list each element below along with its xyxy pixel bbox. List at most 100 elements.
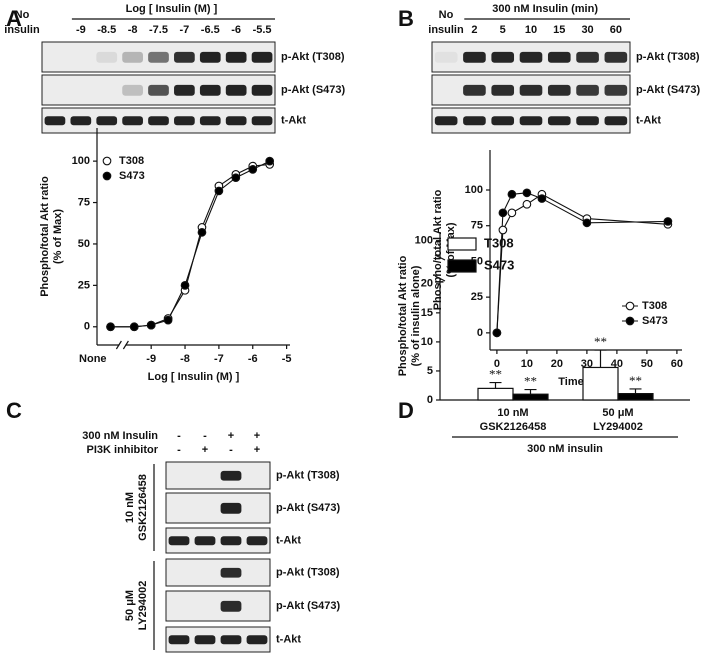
- x-tick-label: -8: [180, 353, 190, 365]
- blot-band: [463, 84, 486, 96]
- y-axis-label: Phospho/total Akt ratio: [39, 176, 51, 297]
- blot-strip: [165, 558, 271, 587]
- y-tick-label: 25: [78, 279, 90, 291]
- x-tick-label: 50 μM: [602, 407, 633, 419]
- blot-band: [225, 116, 247, 126]
- y-tick-label: 0: [84, 321, 90, 333]
- y-tick-label: 0: [427, 394, 433, 406]
- blot-band: [174, 51, 195, 63]
- data-point: [197, 228, 207, 237]
- blot-header: 300 nM Insulin (min): [492, 3, 598, 15]
- x-tick-label: 0: [494, 358, 500, 370]
- data-point: [214, 186, 224, 196]
- y-tick-label: 100: [465, 184, 483, 196]
- blot-band: [225, 84, 247, 96]
- blot-row-label: p-Akt (S473): [276, 600, 341, 612]
- blot-band: [576, 84, 599, 96]
- x-tick-label: None: [79, 353, 107, 365]
- lane-label: -6.5: [201, 24, 220, 36]
- data-point: [106, 322, 115, 332]
- x-tick-label: -5: [282, 353, 292, 365]
- condition-label: 300 nM Insulin: [82, 430, 158, 442]
- condition-label: PI3K inhibitor: [87, 444, 159, 456]
- significance: **: [489, 367, 502, 382]
- lane-label: -5.5: [253, 24, 272, 36]
- panel-label: A: [6, 6, 22, 31]
- y-tick-label: 5: [427, 365, 433, 377]
- data-point: [582, 218, 592, 228]
- blot-band: [463, 51, 486, 63]
- blot-band: [246, 635, 268, 645]
- blot-band: [122, 116, 143, 126]
- error-bar: [594, 349, 607, 368]
- blot-band: [96, 116, 118, 126]
- series-line: [110, 160, 270, 328]
- x-tick-label: 10 nM: [497, 407, 528, 419]
- y-axis-label: Phospho/total Akt ratio: [397, 255, 409, 376]
- blot-band: [246, 536, 268, 546]
- y-axis-label: (% of insulin alone): [410, 265, 422, 366]
- group-label: 50 μM: [124, 590, 136, 621]
- y-axis-label: Phospho/total Akt ratio: [432, 189, 444, 310]
- lane-label: -8.5: [97, 24, 116, 36]
- blot-band: [199, 84, 221, 96]
- lane-label: -9: [76, 24, 86, 36]
- legend-marker: [102, 156, 112, 166]
- y-tick-label: 10: [421, 336, 433, 348]
- blot-band: [220, 635, 242, 645]
- series-line: [110, 163, 270, 328]
- blot-band: [463, 116, 486, 126]
- blot-strip: [165, 590, 271, 622]
- x-tick-sublabel: LY294002: [593, 421, 643, 433]
- lane-label: 15: [553, 24, 565, 36]
- x-tick-label: -9: [146, 353, 156, 365]
- y-tick-label: 25: [471, 291, 483, 303]
- condition-sign: -: [203, 430, 207, 442]
- group-label: GSK2126458: [137, 474, 149, 541]
- axis-break: [434, 275, 446, 282]
- data-point: [231, 173, 241, 183]
- data-point: [129, 322, 139, 332]
- blot-band: [519, 84, 543, 96]
- data-point: [507, 189, 517, 199]
- x-tick-label: -7: [214, 353, 224, 365]
- data-point: [498, 208, 508, 218]
- blot-band: [194, 536, 216, 546]
- blot-band: [519, 116, 543, 126]
- blot-band: [491, 84, 515, 96]
- blot-band: [44, 116, 66, 126]
- data-point: [492, 328, 502, 338]
- control-label: No: [439, 9, 454, 21]
- x-tick-sublabel: GSK2126458: [480, 421, 547, 433]
- blot-band: [174, 116, 195, 126]
- blot-band: [604, 116, 628, 126]
- blot-band: [168, 635, 190, 645]
- x-tick-label: 10: [521, 358, 533, 370]
- blot-band: [225, 51, 247, 63]
- legend-swatch: [447, 237, 477, 251]
- blot-band: [148, 84, 169, 96]
- x-tick-label: 50: [641, 358, 653, 370]
- y-tick-label: 15: [421, 307, 433, 319]
- blot-band: [220, 536, 242, 546]
- condition-sign: +: [202, 444, 208, 456]
- lane-label: 2: [471, 24, 477, 36]
- blot-band: [604, 51, 628, 63]
- blot-band: [199, 51, 221, 63]
- legend-label: S473: [484, 257, 514, 272]
- blot-band: [547, 51, 571, 63]
- blot-band: [576, 116, 599, 126]
- group-label: 10 nM: [124, 492, 136, 523]
- blot-row-label: p-Akt (S473): [636, 84, 701, 96]
- blot-band: [491, 116, 515, 126]
- lane-label: 10: [525, 24, 537, 36]
- data-point: [248, 165, 258, 174]
- blot-band: [220, 600, 242, 612]
- blot-band: [220, 470, 242, 481]
- legend-marker: [625, 316, 635, 326]
- panel-label: C: [6, 398, 22, 423]
- significance: **: [524, 374, 537, 389]
- panel-label: B: [398, 6, 414, 31]
- x-tick-label: 60: [671, 358, 683, 370]
